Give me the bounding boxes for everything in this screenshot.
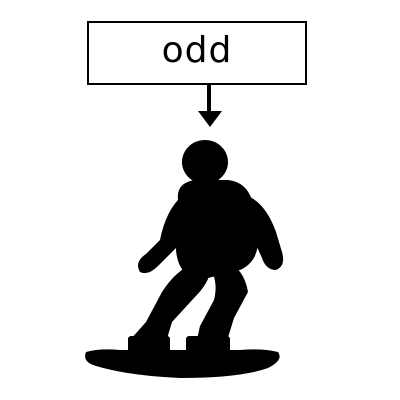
- word-label: odd: [161, 30, 233, 71]
- word-label-box: odd: [87, 21, 307, 85]
- arrow-down-icon: [198, 85, 222, 127]
